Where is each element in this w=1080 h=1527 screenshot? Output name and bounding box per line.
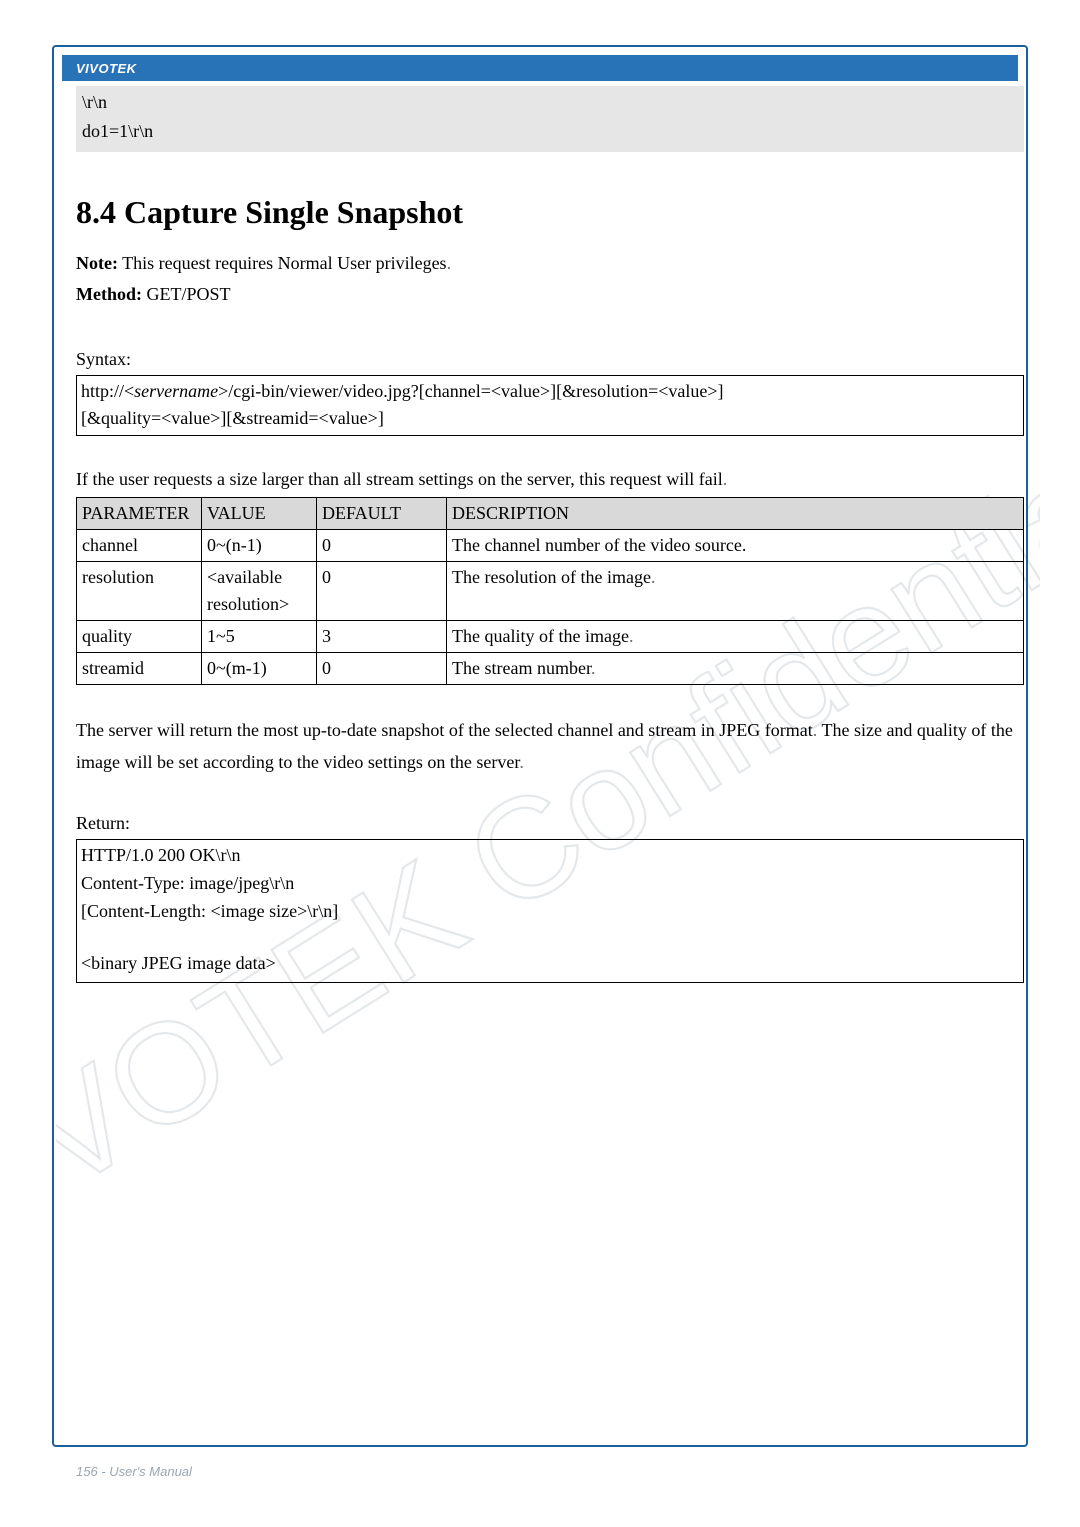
section-title: 8.4 Capture Single Snapshot	[76, 188, 1024, 236]
method-text: GET/POST	[142, 284, 231, 304]
syntax-servername: servername	[134, 381, 218, 401]
td-param: channel	[77, 530, 202, 562]
prev-code-block: \r\n do1=1\r\n	[76, 86, 1024, 152]
return-line: Content-Type: image/jpeg\r\n	[81, 870, 1019, 898]
note-line: Note: This request requires Normal User …	[76, 250, 1024, 277]
td-default: 0	[317, 562, 447, 621]
fail-period: .	[723, 469, 728, 489]
footer: 156 - User's Manual	[76, 1464, 192, 1479]
brand-label: VIVOTEK	[76, 61, 137, 76]
table-row: channel 0~(n-1) 0 The channel number of …	[77, 530, 1024, 562]
return-line: <binary JPEG image data>	[81, 950, 1019, 978]
note-text: This request requires Normal User privil…	[118, 253, 447, 273]
syntax-line: http://<servername>/cgi-bin/viewer/video…	[81, 378, 1019, 406]
return-line: HTTP/1.0 200 OK\r\n	[81, 842, 1019, 870]
server-l1: The server will return the most up-to-da…	[76, 720, 813, 740]
td-default: 0	[317, 653, 447, 685]
method-bold: Method:	[76, 284, 142, 304]
td-value: 0~(n-1)	[202, 530, 317, 562]
params-table: PARAMETER VALUE DEFAULT DESCRIPTION chan…	[76, 497, 1024, 685]
note-bold: Note:	[76, 253, 118, 273]
server-l1p: .	[813, 720, 818, 740]
th-value: VALUE	[202, 498, 317, 530]
note-period: .	[447, 253, 452, 273]
content: \r\n do1=1\r\n 8.4 Capture Single Snapsh…	[76, 86, 1024, 983]
syntax-label: Syntax:	[76, 346, 1024, 373]
fail-text: If the user requests a size larger than …	[76, 469, 723, 489]
syntax-box: http://<servername>/cgi-bin/viewer/video…	[76, 375, 1024, 437]
code-line: \r\n	[82, 88, 1018, 117]
server-l2p: .	[519, 752, 524, 772]
td-default: 0	[317, 530, 447, 562]
th-parameter: PARAMETER	[77, 498, 202, 530]
return-label: Return:	[76, 810, 1024, 837]
td-param: streamid	[77, 653, 202, 685]
th-description: DESCRIPTION	[447, 498, 1024, 530]
td-value: 0~(m-1)	[202, 653, 317, 685]
table-header-row: PARAMETER VALUE DEFAULT DESCRIPTION	[77, 498, 1024, 530]
td-default: 3	[317, 621, 447, 653]
table-row: quality 1~5 3 The quality of the image.	[77, 621, 1024, 653]
fail-note: If the user requests a size larger than …	[76, 466, 1024, 493]
method-line: Method: GET/POST	[76, 281, 1024, 308]
syntax-pre: http://<	[81, 381, 134, 401]
td-value: 1~5	[202, 621, 317, 653]
table-row: streamid 0~(m-1) 0 The stream number.	[77, 653, 1024, 685]
code-line: do1=1\r\n	[82, 117, 1018, 146]
td-param: resolution	[77, 562, 202, 621]
td-desc: The stream number.	[447, 653, 1024, 685]
td-desc: The channel number of the video source.	[447, 530, 1024, 562]
td-value: <available resolution>	[202, 562, 317, 621]
th-default: DEFAULT	[317, 498, 447, 530]
return-blank	[81, 926, 1019, 950]
syntax-post: >/cgi-bin/viewer/video.jpg?[channel=<val…	[218, 381, 723, 401]
return-box: HTTP/1.0 200 OK\r\n Content-Type: image/…	[76, 839, 1024, 983]
td-desc: The resolution of the image.	[447, 562, 1024, 621]
return-line: [Content-Length: <image size>\r\n]	[81, 898, 1019, 926]
table-row: resolution <available resolution> 0 The …	[77, 562, 1024, 621]
header-bar: VIVOTEK	[62, 55, 1018, 81]
server-paragraph: The server will return the most up-to-da…	[76, 715, 1024, 778]
td-param: quality	[77, 621, 202, 653]
syntax-line: [&quality=<value>][&streamid=<value>]	[81, 405, 1019, 433]
td-desc: The quality of the image.	[447, 621, 1024, 653]
